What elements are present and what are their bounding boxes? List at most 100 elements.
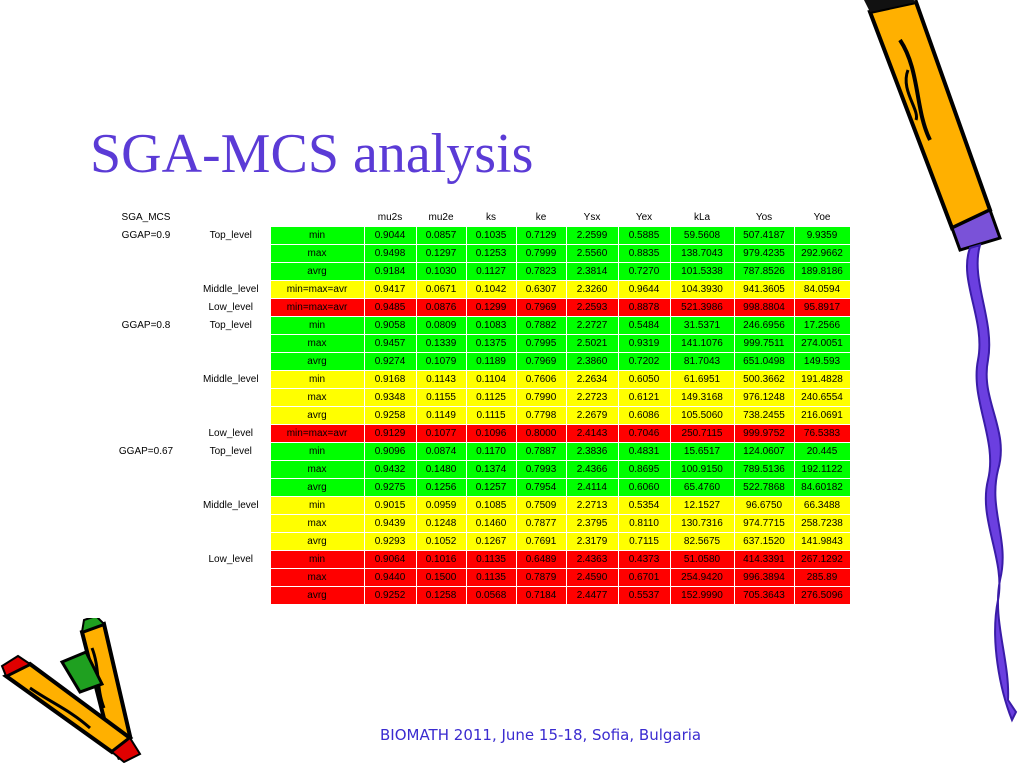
stat-cell: max — [269, 334, 365, 353]
value-cell: 61.6951 — [669, 370, 735, 389]
stat-cell: max — [269, 388, 365, 407]
stat-cell: min=max=avr — [269, 298, 365, 317]
value-cell: 996.3894 — [733, 568, 795, 587]
table-row: GGAP=0.8 Top_level min 0.9058 0.0809 0.1083 0.… — [100, 316, 851, 335]
value-cell: 0.7993 — [515, 460, 567, 479]
value-cell: 0.1339 — [415, 334, 467, 353]
pencil-icon — [864, 0, 1018, 723]
stat-cell: min=max=avr — [269, 280, 365, 299]
value-cell: 95.8917 — [793, 298, 851, 317]
value-cell: 0.6489 — [515, 550, 567, 569]
value-cell: 941.3605 — [733, 280, 795, 299]
table-row: Low_level min=max=avr 0.9485 0.0876 0.1299 0.… — [100, 298, 851, 317]
value-cell: 0.0959 — [415, 496, 467, 515]
level-cell — [192, 533, 270, 551]
stat-cell: max — [269, 514, 365, 533]
header-cell: kLa — [693, 211, 711, 223]
value-cell: 2.4143 — [565, 424, 619, 443]
value-cell: 2.2593 — [565, 298, 619, 317]
value-cell: 0.9258 — [363, 406, 417, 425]
table-row: max 0.9440 0.1500 0.1135 0.7879 2.4590 0.6701 2… — [100, 568, 851, 587]
value-cell: 0.8110 — [617, 514, 671, 533]
table-row: max 0.9498 0.1297 0.1253 0.7999 2.5560 0.8835 1… — [100, 244, 851, 263]
header-cell: mu2e — [428, 211, 454, 223]
stat-cell: min=max=avr — [269, 424, 365, 443]
value-cell: 149.3168 — [669, 388, 735, 407]
value-cell: 20.445 — [793, 442, 851, 461]
value-cell: 0.9015 — [363, 496, 417, 515]
value-cell: 138.7043 — [669, 244, 735, 263]
value-cell: 0.9485 — [363, 298, 417, 317]
stat-cell: min — [269, 370, 365, 389]
value-cell: 0.5537 — [617, 586, 671, 605]
header-cell — [192, 208, 270, 227]
header-cell: Yoe — [813, 211, 831, 223]
value-cell: 101.5338 — [669, 262, 735, 281]
ggap-cell — [100, 551, 192, 569]
value-cell: 0.1143 — [415, 370, 467, 389]
value-cell: 0.1257 — [465, 478, 517, 497]
value-cell: 0.9044 — [363, 226, 417, 245]
level-cell — [192, 587, 270, 605]
crayons-icon — [0, 618, 142, 763]
value-cell: 0.0874 — [415, 442, 467, 461]
level-cell — [192, 353, 270, 371]
value-cell: 0.0568 — [465, 586, 517, 605]
value-cell: 0.9319 — [617, 334, 671, 353]
value-cell: 0.9439 — [363, 514, 417, 533]
value-cell: 246.6956 — [733, 316, 795, 335]
ggap-cell — [100, 479, 192, 497]
value-cell: 15.6517 — [669, 442, 735, 461]
value-cell: 0.6086 — [617, 406, 671, 425]
ggap-cell: GGAP=0.9 — [121, 230, 171, 241]
value-cell: 0.9644 — [617, 280, 671, 299]
table-row: GGAP=0.67 Top_level min 0.9096 0.0874 0.1170 0… — [100, 442, 851, 461]
value-cell: 0.6050 — [617, 370, 671, 389]
level-cell: Low_level — [208, 302, 253, 313]
value-cell: 9.9359 — [793, 226, 851, 245]
value-cell: 12.1527 — [669, 496, 735, 515]
value-cell: 0.9096 — [363, 442, 417, 461]
stat-cell: avrg — [269, 352, 365, 371]
value-cell: 0.8835 — [617, 244, 671, 263]
value-cell: 0.1480 — [415, 460, 467, 479]
value-cell: 59.5608 — [669, 226, 735, 245]
value-cell: 500.3662 — [733, 370, 795, 389]
value-cell: 240.6554 — [793, 388, 851, 407]
value-cell: 0.7184 — [515, 586, 567, 605]
stat-cell: avrg — [269, 532, 365, 551]
value-cell: 2.3860 — [565, 352, 619, 371]
value-cell: 0.1170 — [465, 442, 517, 461]
ggap-cell — [100, 461, 192, 479]
value-cell: 0.0857 — [415, 226, 467, 245]
value-cell: 0.9274 — [363, 352, 417, 371]
value-cell: 17.2566 — [793, 316, 851, 335]
table-row: Middle_level min=max=avr 0.9417 0.0671 0.104… — [100, 280, 851, 299]
value-cell: 0.9129 — [363, 424, 417, 443]
value-cell: 2.3260 — [565, 280, 619, 299]
table-row: avrg 0.9184 0.1030 0.1127 0.7823 2.3814 0.7270… — [100, 262, 851, 281]
level-cell — [192, 389, 270, 407]
value-cell: 84.60182 — [793, 478, 851, 497]
value-cell: 0.9432 — [363, 460, 417, 479]
value-cell: 2.3179 — [565, 532, 619, 551]
value-cell: 0.7879 — [515, 568, 567, 587]
stat-cell: min — [269, 550, 365, 569]
value-cell: 0.1374 — [465, 460, 517, 479]
value-cell: 258.7238 — [793, 514, 851, 533]
value-cell: 0.7823 — [515, 262, 567, 281]
stat-cell: min — [269, 442, 365, 461]
ggap-cell — [100, 371, 192, 389]
level-cell: Low_level — [208, 428, 253, 439]
value-cell: 0.7999 — [515, 244, 567, 263]
table-row: Low_level min=max=avr 0.9129 0.1077 0.1096 0.… — [100, 424, 851, 443]
value-cell: 285.89 — [793, 568, 851, 587]
value-cell: 0.1149 — [415, 406, 467, 425]
value-cell: 2.4477 — [565, 586, 619, 605]
value-cell: 2.4366 — [565, 460, 619, 479]
stat-cell: min — [269, 496, 365, 515]
ggap-cell — [100, 569, 192, 587]
value-cell: 0.5484 — [617, 316, 671, 335]
table-row: Middle_level min 0.9168 0.1143 0.1104 0.7606 2… — [100, 370, 851, 389]
value-cell: 787.8526 — [733, 262, 795, 281]
